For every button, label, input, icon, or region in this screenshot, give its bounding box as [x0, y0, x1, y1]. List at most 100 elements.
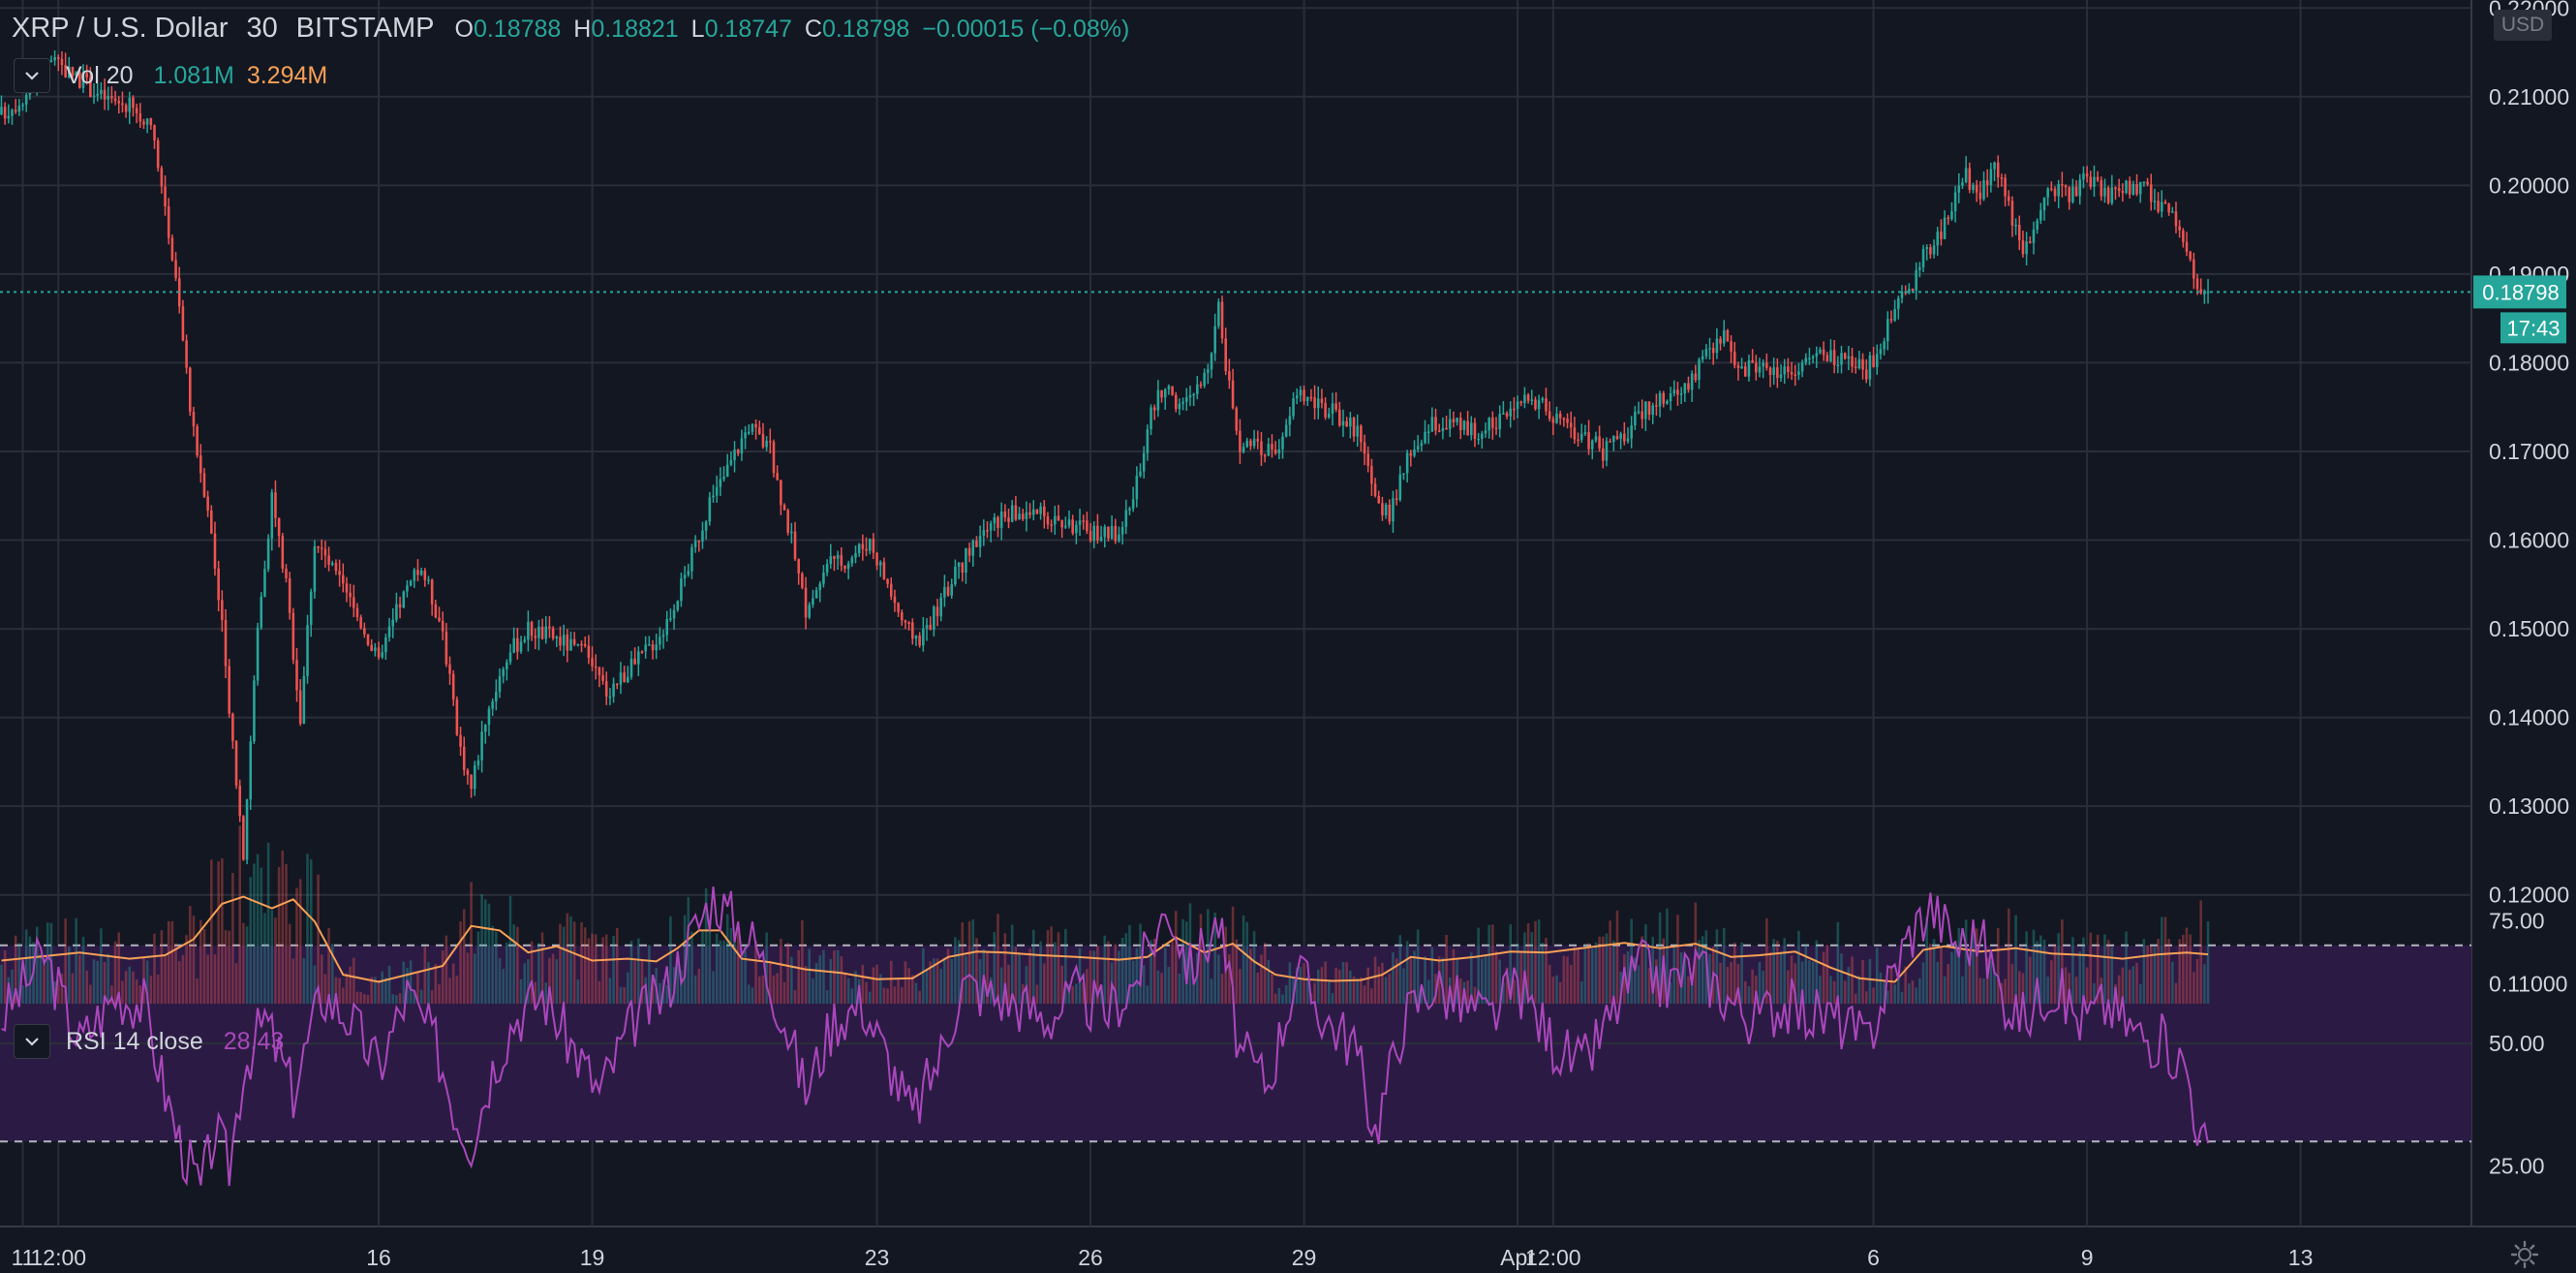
candle-body: [1534, 399, 1537, 410]
candle-body: [999, 511, 1003, 529]
chevron-down-icon: [25, 1038, 39, 1046]
volume-bar: [11, 969, 14, 1004]
candle-body: [812, 598, 814, 605]
candle-body: [409, 580, 413, 586]
candle-body: [961, 562, 965, 574]
volume-bar: [1968, 964, 1972, 1004]
volume-bar: [604, 934, 608, 1004]
candle-body: [939, 597, 942, 617]
volume-collapse-button[interactable]: [14, 58, 50, 93]
volume-bar: [100, 928, 103, 1004]
volume-bar: [680, 970, 683, 1004]
volume-bar: [2093, 982, 2096, 1004]
volume-bar: [1470, 952, 1473, 1004]
volume-bar: [1028, 948, 1031, 1004]
volume-bar: [1231, 906, 1235, 1004]
candle-body: [462, 746, 466, 770]
candle-body: [683, 574, 687, 579]
volume-bar: [868, 991, 872, 1004]
candle-body: [1679, 393, 1683, 395]
volume-bar: [1039, 941, 1042, 1004]
volume-bar: [829, 958, 833, 1004]
volume-bar: [81, 937, 85, 1004]
volume-bar: [185, 935, 188, 1004]
volume-bar: [744, 945, 747, 1004]
x-tick-label: 13: [2288, 1245, 2314, 1270]
candle-body: [199, 455, 202, 474]
candle-body: [1188, 394, 1192, 398]
volume-bar: [623, 987, 626, 1004]
volume-bar: [900, 986, 904, 1004]
candle-body: [110, 96, 113, 99]
candle-body: [1985, 180, 1989, 186]
volume-bar: [1708, 953, 1711, 1004]
candle-body: [669, 618, 672, 620]
candle-body: [857, 543, 861, 553]
candle-body: [566, 635, 569, 651]
countdown-badge: [2500, 312, 2566, 344]
candle-body: [1025, 512, 1028, 519]
x-tick-label: 23: [865, 1245, 890, 1270]
candle-body: [690, 546, 693, 572]
candle-body: [2093, 176, 2096, 187]
candle-body: [188, 367, 192, 412]
candle-body: [1925, 247, 1928, 249]
candle-body: [1651, 405, 1655, 416]
volume-bar: [1819, 976, 1822, 1004]
candle-body: [1437, 430, 1441, 432]
candle-body: [1964, 168, 1968, 183]
volume-bar: [1402, 968, 1405, 1004]
candle-body: [1292, 398, 1295, 417]
candle-body: [2028, 241, 2032, 243]
candle-body: [2103, 187, 2106, 197]
volume-bar: [1458, 978, 1462, 1004]
volume-bar: [502, 969, 505, 1004]
volume-bar: [1911, 980, 1915, 1004]
volume-bar: [1142, 965, 1146, 1004]
volume-bar: [1152, 938, 1156, 1004]
volume-bar: [92, 959, 96, 1004]
candle-body: [1583, 432, 1587, 434]
volume-bar: [1964, 919, 1968, 1004]
candle-body: [623, 672, 626, 682]
candle-body: [149, 118, 153, 126]
candle-body: [103, 89, 107, 100]
volume-bar: [317, 874, 320, 1004]
volume-label[interactable]: Vol 20: [66, 62, 134, 89]
volume-bar: [1800, 961, 1804, 1004]
symbol-name[interactable]: XRP / U.S. Dollar: [12, 13, 229, 44]
candle-body: [2206, 291, 2210, 294]
candle-body: [1978, 192, 1982, 200]
volume-bar: [78, 954, 81, 1004]
candle-body: [1135, 476, 1139, 500]
candle-body: [1662, 392, 1666, 404]
volume-bar: [776, 973, 779, 1004]
currency-badge[interactable]: USD: [2494, 10, 2552, 41]
rsi-label[interactable]: RSI 14 close: [66, 1028, 203, 1055]
candle-body: [210, 511, 213, 534]
candle-body: [655, 644, 658, 651]
candle-body: [1562, 418, 1566, 420]
candle-body: [765, 441, 768, 448]
volume-bar: [2206, 921, 2210, 1004]
volume-bar: [2050, 960, 2053, 1004]
volume-bar: [2032, 929, 2036, 1004]
volume-bar: [804, 966, 808, 1004]
volume-bar: [1598, 936, 1601, 1004]
candle-body: [228, 666, 230, 714]
volume-bar: [1388, 974, 1392, 1004]
candle-body: [249, 741, 253, 800]
interval-label[interactable]: 30: [246, 13, 278, 44]
rsi-collapse-button[interactable]: [14, 1024, 50, 1059]
volume-bar: [747, 984, 751, 1004]
volume-bar: [1014, 947, 1018, 1004]
volume-bar: [434, 964, 438, 1004]
gear-icon[interactable]: [2510, 1240, 2539, 1269]
volume-bar: [704, 887, 708, 1004]
volume-bar: [85, 970, 88, 1004]
volume-bar: [933, 958, 935, 1004]
volume-bar: [1943, 976, 1947, 1004]
candle-body: [398, 604, 402, 608]
volume-bar: [808, 948, 812, 1004]
